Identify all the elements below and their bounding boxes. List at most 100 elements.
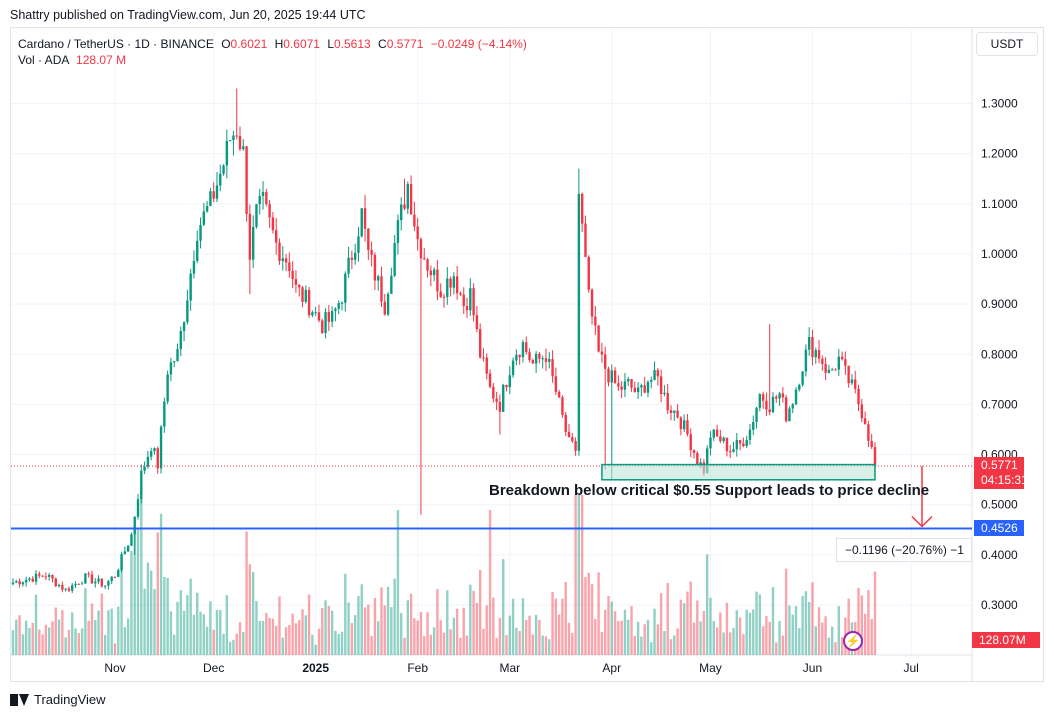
volume-layer (11, 495, 877, 655)
volume-bar (640, 636, 643, 655)
volume-bar (610, 601, 613, 655)
candle-body (462, 294, 465, 307)
volume-bar (827, 637, 831, 655)
candle-body (840, 356, 844, 360)
volume-bar (505, 635, 508, 655)
candle-body (97, 578, 100, 582)
candle-body (225, 140, 229, 166)
volume-bar (126, 618, 130, 655)
open-value: 0.6021 (230, 37, 268, 51)
candle-body (587, 256, 590, 290)
volume-bar (840, 637, 844, 655)
volume-bar (140, 499, 143, 655)
measure-arrow-head (911, 515, 933, 528)
candle-body (502, 384, 505, 412)
candle-body (761, 394, 765, 401)
candle-body (340, 302, 344, 304)
candle-body (24, 579, 28, 583)
candle-body (436, 269, 439, 292)
candle-body (827, 369, 831, 373)
candle-body (705, 448, 709, 474)
volume-bar (738, 617, 742, 655)
candle-body (84, 573, 87, 584)
candle-body (525, 342, 528, 353)
volume-bar (847, 598, 850, 655)
volume-bar (347, 602, 350, 655)
candle-body (370, 249, 373, 255)
volume-bar (294, 623, 298, 655)
volume-bar (752, 609, 755, 655)
candle-body (682, 420, 686, 430)
volume-bar (21, 634, 25, 655)
volume-bar (692, 622, 696, 655)
volume-bar (781, 635, 785, 655)
volume-bar (258, 620, 261, 655)
volume-bar (804, 591, 808, 655)
volume-bar (627, 619, 630, 655)
volume-bar (251, 572, 255, 655)
volume-bar (498, 617, 502, 655)
volume-bar (350, 623, 354, 655)
volume-bar (742, 634, 745, 655)
volume-bar (130, 550, 133, 655)
volume-bar (580, 495, 584, 655)
candle-body (831, 369, 834, 371)
volume-bar (689, 581, 692, 655)
volume-bar (860, 595, 864, 655)
volume-bar (334, 630, 337, 655)
volume-bar (423, 636, 426, 655)
candle-body (113, 576, 117, 578)
volume-bar (67, 629, 71, 655)
volume-bar (633, 636, 637, 655)
volume-bar (525, 619, 528, 655)
candle-body (130, 534, 133, 546)
volume-bar (587, 572, 590, 655)
candle-body (488, 373, 492, 387)
candle-body (291, 270, 294, 280)
volume-bar (74, 628, 77, 655)
candle-body (136, 499, 140, 517)
candle-body (94, 581, 97, 584)
x-tick-label: Feb (407, 661, 428, 675)
candle-body (676, 410, 679, 418)
candle-body (623, 381, 627, 390)
volume-bar (100, 593, 104, 655)
volume-bar (11, 630, 15, 655)
lightning-icon[interactable]: ⚡ (843, 631, 863, 651)
footer-brand[interactable]: TradingView (10, 692, 106, 707)
candle-body (719, 436, 722, 442)
volume-bar (370, 636, 373, 655)
volume-bar (528, 615, 531, 655)
low-label: L (327, 37, 334, 51)
volume-bar (149, 570, 153, 655)
candle-body (824, 363, 827, 373)
volume-bar (745, 609, 748, 655)
volume-bar (761, 626, 765, 655)
symbol-title[interactable]: Cardano / TetherUS · 1D · BINANCE (18, 37, 214, 51)
volume-bar (834, 642, 837, 655)
candle-body (406, 183, 409, 209)
y-tick-label: 0.9000 (981, 297, 1018, 311)
volume-bar (61, 610, 64, 655)
candle-body (429, 270, 433, 276)
volume-bar (577, 495, 581, 655)
candle-body (870, 440, 873, 448)
volume-bar (502, 559, 505, 655)
annotation-text[interactable]: Breakdown below critical $0.55 Support l… (489, 482, 930, 499)
volume-bar (462, 607, 465, 655)
candle-body (261, 192, 265, 197)
candle-body (28, 578, 31, 580)
volume-bar (87, 620, 90, 655)
volume-bar (824, 616, 827, 655)
x-tick-label: May (699, 661, 722, 675)
candle-body (508, 375, 511, 388)
volume-bar (541, 635, 544, 655)
candle-body (557, 391, 561, 398)
candle-body (281, 258, 284, 261)
volume-bar (317, 628, 321, 655)
volume-bar (301, 609, 304, 655)
volume-bar (765, 616, 768, 655)
currency-button[interactable]: USDT (976, 32, 1038, 56)
candle-body (117, 569, 120, 577)
